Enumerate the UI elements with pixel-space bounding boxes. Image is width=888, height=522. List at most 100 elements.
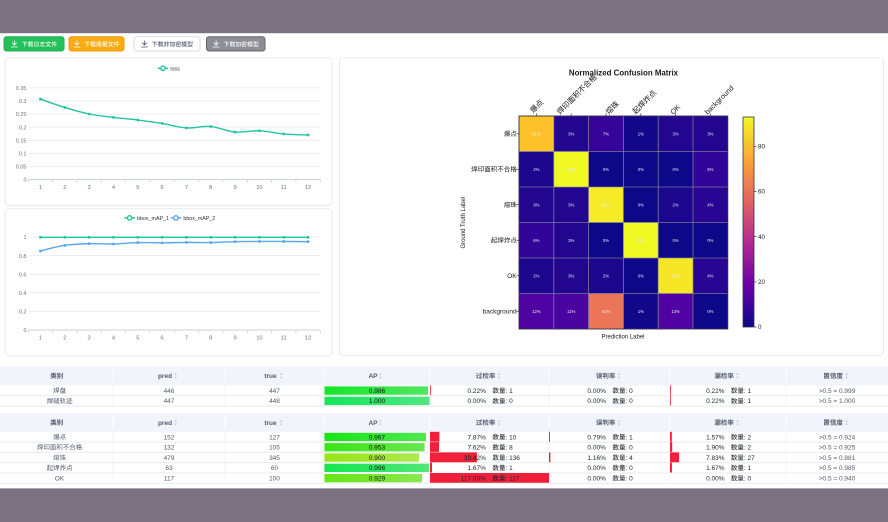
svg-text:OK: OK — [55, 475, 65, 482]
svg-text:>0.5 = 0.924: >0.5 = 0.924 — [819, 434, 856, 441]
svg-text:1: 1 — [39, 335, 42, 341]
svg-text:0.22%: 0.22% — [706, 388, 725, 395]
svg-text:7.83%: 7.83% — [706, 455, 725, 462]
svg-text:: 27: : 27 — [744, 455, 755, 462]
svg-text:1.57%: 1.57% — [706, 434, 725, 441]
svg-text:: 1: : 1 — [744, 388, 752, 395]
svg-text:: 117: : 117 — [505, 475, 519, 482]
svg-text:0.4: 0.4 — [19, 291, 27, 297]
svg-text:9: 9 — [234, 185, 237, 191]
svg-text:117.00%: 117.00% — [461, 475, 486, 482]
svg-text:AP: AP — [368, 420, 378, 427]
svg-text:1%: 1% — [638, 131, 644, 136]
svg-text:0.00%: 0.00% — [706, 475, 725, 482]
svg-text:0%: 0% — [638, 167, 644, 172]
svg-text:3%: 3% — [672, 131, 678, 136]
svg-text:90%: 90% — [602, 202, 611, 207]
svg-text:0.8: 0.8 — [19, 254, 27, 260]
svg-text:true: true — [264, 420, 277, 427]
svg-text:80: 80 — [758, 144, 765, 151]
svg-text:Normalized Confusion Matrix: Normalized Confusion Matrix — [569, 69, 679, 78]
svg-text:: 0: : 0 — [505, 398, 513, 405]
svg-text:3%: 3% — [568, 202, 574, 207]
svg-text:105: 105 — [269, 445, 280, 452]
svg-text:>0.5 = 0.925: >0.5 = 0.925 — [819, 445, 856, 452]
svg-text:63: 63 — [165, 465, 173, 472]
svg-text:12: 12 — [305, 185, 311, 191]
svg-text:0.6: 0.6 — [19, 272, 27, 278]
svg-text:: 0: : 0 — [626, 465, 634, 472]
svg-text:0.22%: 0.22% — [706, 398, 725, 405]
svg-text:>0.5 = 0.999: >0.5 = 0.999 — [819, 388, 856, 395]
svg-text:448: 448 — [269, 398, 280, 405]
svg-text:: 1: : 1 — [505, 465, 513, 472]
svg-text:2%: 2% — [533, 273, 539, 278]
svg-text:11: 11 — [281, 335, 287, 341]
svg-text:61%: 61% — [602, 309, 611, 314]
svg-text:4: 4 — [112, 335, 115, 341]
svg-text:7.87%: 7.87% — [467, 434, 486, 441]
svg-text:60: 60 — [271, 465, 279, 472]
svg-text:0.1: 0.1 — [19, 152, 27, 158]
svg-text:3: 3 — [88, 185, 91, 191]
svg-text:93%: 93% — [636, 238, 645, 243]
svg-text:4%: 4% — [707, 273, 713, 278]
svg-text:7: 7 — [185, 335, 188, 341]
svg-text:2: 2 — [63, 185, 66, 191]
svg-text:10: 10 — [256, 185, 262, 191]
svg-text:: 2: : 2 — [744, 445, 752, 452]
svg-text:0.929: 0.929 — [369, 475, 386, 482]
svg-text:5: 5 — [136, 185, 139, 191]
svg-text:0.00%: 0.00% — [587, 445, 606, 452]
svg-text:12: 12 — [305, 335, 311, 341]
svg-text:0%: 0% — [672, 238, 678, 243]
svg-text:0.00%: 0.00% — [587, 398, 606, 405]
svg-text:447: 447 — [269, 388, 280, 395]
svg-text:0.00%: 0.00% — [587, 388, 606, 395]
svg-text:0.15: 0.15 — [16, 138, 27, 144]
svg-text:0.2: 0.2 — [19, 125, 27, 131]
svg-text:0%: 0% — [672, 167, 678, 172]
svg-text:: 4: : 4 — [626, 455, 634, 462]
svg-text:: 1: : 1 — [744, 465, 752, 472]
svg-text:11%: 11% — [567, 309, 575, 314]
svg-text:5: 5 — [136, 335, 139, 341]
svg-text:11: 11 — [281, 185, 287, 191]
svg-text:: 0: : 0 — [626, 398, 634, 405]
svg-text:1: 1 — [23, 235, 26, 241]
svg-text:81%: 81% — [532, 131, 541, 136]
svg-text:3%: 3% — [568, 273, 574, 278]
svg-text:bbox_mAP_2: bbox_mAP_2 — [183, 216, 215, 222]
svg-text:6: 6 — [161, 185, 164, 191]
svg-text:1: 1 — [39, 185, 42, 191]
svg-text:447: 447 — [164, 398, 175, 405]
svg-text:7%: 7% — [603, 131, 609, 136]
svg-text:1.16%: 1.16% — [587, 455, 606, 462]
svg-text:7.62%: 7.62% — [467, 445, 486, 452]
svg-text:bbox_mAP_1: bbox_mAP_1 — [137, 216, 169, 222]
svg-text:0.996: 0.996 — [369, 465, 386, 472]
svg-text:60: 60 — [758, 189, 765, 196]
svg-text:OK: OK — [507, 273, 517, 280]
svg-text:2%: 2% — [672, 202, 678, 207]
svg-text:12%: 12% — [532, 309, 541, 314]
svg-text:: 0: : 0 — [626, 445, 634, 452]
svg-text:13%: 13% — [671, 309, 680, 314]
svg-text:345: 345 — [269, 455, 280, 462]
svg-text:: 0: : 0 — [744, 475, 752, 482]
svg-text:8: 8 — [209, 185, 212, 191]
svg-text:0.00%: 0.00% — [587, 465, 606, 472]
svg-text:Ground Truth Label: Ground Truth Label — [461, 197, 467, 249]
svg-text:>0.5 = 1.000: >0.5 = 1.000 — [819, 398, 856, 405]
svg-text:>0.5 = 0.940: >0.5 = 0.940 — [819, 475, 856, 482]
svg-text:6%: 6% — [533, 238, 539, 243]
svg-text:3%: 3% — [533, 202, 539, 207]
svg-text:3%: 3% — [568, 238, 574, 243]
svg-text:3%: 3% — [707, 131, 713, 136]
svg-text:0%: 0% — [707, 309, 713, 314]
svg-text:0.967: 0.967 — [369, 434, 386, 441]
svg-text:0%: 0% — [638, 273, 644, 278]
svg-text:AP: AP — [368, 373, 378, 380]
svg-text:0.22%: 0.22% — [467, 388, 486, 395]
svg-text:1.67%: 1.67% — [706, 465, 725, 472]
